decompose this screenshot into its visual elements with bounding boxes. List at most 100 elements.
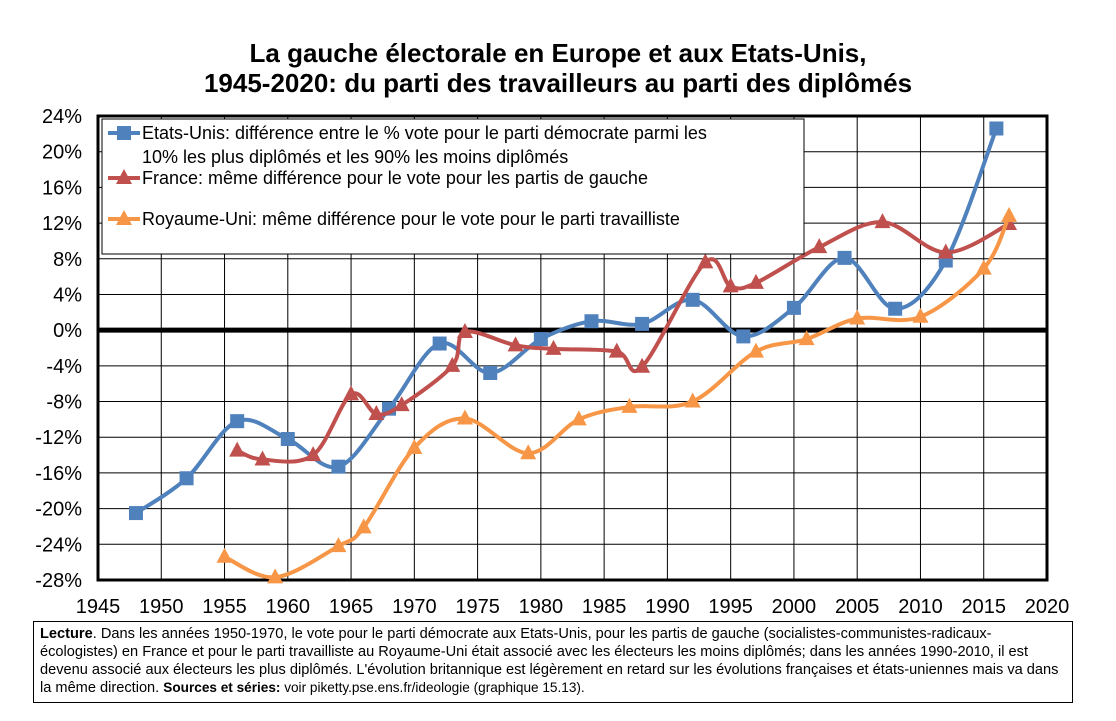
reading-note: Lecture. Dans les années 1950-1970, le v…	[33, 621, 1073, 703]
data-point	[697, 253, 714, 269]
data-point	[432, 336, 447, 351]
y-tick-label: -16%	[35, 463, 82, 485]
data-point	[330, 537, 347, 553]
sources-text: voir piketty.pse.ens.fr/ideologie (graph…	[280, 680, 585, 695]
x-tick-label: 1985	[582, 596, 627, 618]
legend-label: 10% les plus diplômés et les 90% les moi…	[142, 147, 568, 167]
x-tick-label: 1970	[392, 596, 437, 618]
data-point	[621, 397, 638, 413]
y-tick-label: 12%	[42, 213, 82, 235]
x-tick-label: 1965	[329, 596, 374, 618]
data-point	[533, 332, 548, 347]
x-tick-label: 2010	[898, 596, 943, 618]
data-point	[888, 301, 903, 316]
y-tick-label: -20%	[35, 499, 82, 521]
data-point	[355, 518, 372, 534]
data-point	[837, 250, 852, 265]
chart-title: La gauche électorale en Europe et aux Et…	[0, 38, 1116, 98]
legend-label: Etats-Unis: différence entre le % vote p…	[142, 123, 707, 143]
legend-label: Royaume-Uni: même différence pour le vot…	[142, 209, 680, 229]
legend-item-etats-unis: Etats-Unis: différence entre le % vote p…	[108, 123, 707, 167]
data-point	[545, 339, 562, 355]
data-point	[722, 277, 739, 293]
data-point	[456, 409, 473, 425]
data-point	[570, 410, 587, 426]
line-chart: 24% 20% 16% 12% 8% 4% 0% -4% -8% -12% -16% -20% -24%…	[35, 106, 1070, 618]
y-tick-label: 8%	[53, 249, 82, 271]
data-point	[798, 330, 815, 346]
data-point	[229, 441, 246, 457]
x-tick-label: 1950	[139, 596, 184, 618]
data-point	[368, 405, 385, 421]
data-point	[736, 329, 751, 344]
data-point	[280, 432, 295, 447]
data-point	[520, 444, 537, 460]
legend-item-royaume-uni: Royaume-Uni: même différence pour le vot…	[108, 209, 680, 229]
legend: Etats-Unis: différence entre le % vote p…	[101, 118, 805, 255]
chart-title-line2: 1945-2020: du parti des travailleurs au …	[203, 68, 913, 98]
y-tick-label: -28%	[35, 570, 82, 592]
data-point	[634, 357, 651, 373]
legend-marker	[116, 169, 132, 184]
data-point	[849, 309, 866, 325]
data-point	[331, 459, 346, 474]
x-tick-label: 2000	[772, 596, 817, 618]
chart-title-line1: La gauche électorale en Europe et aux Et…	[249, 38, 867, 68]
data-point	[393, 396, 410, 412]
y-tick-label: -24%	[35, 534, 82, 556]
data-point	[584, 314, 599, 329]
data-point	[179, 471, 194, 486]
legend-marker	[117, 126, 131, 140]
x-tick-label: 1955	[202, 596, 247, 618]
data-point	[254, 450, 271, 466]
data-point	[128, 506, 143, 521]
data-point	[989, 121, 1004, 136]
x-tick-label: 1980	[519, 596, 564, 618]
plot-border	[96, 114, 1049, 582]
data-point	[444, 356, 461, 372]
legend-label: France: même différence pour le vote pou…	[142, 168, 648, 188]
series-royaume-uni	[216, 206, 1018, 584]
data-point	[937, 243, 954, 259]
note-label: Lecture	[40, 626, 93, 642]
data-point	[230, 414, 245, 429]
data-point	[747, 342, 764, 358]
legend-marker	[116, 210, 132, 225]
data-point	[608, 342, 625, 358]
x-tick-label: 2015	[961, 596, 1006, 618]
y-tick-label: 20%	[42, 142, 82, 164]
data-point	[507, 336, 524, 352]
x-tick-label: 1960	[266, 596, 311, 618]
x-tick-label: 1990	[645, 596, 690, 618]
y-tick-label: 16%	[42, 177, 82, 199]
note-text: . Dans les années 1950-1970, le vote pou…	[40, 626, 1059, 696]
x-tick-label: 1975	[455, 596, 500, 618]
data-point	[406, 438, 423, 454]
x-tick-label: 1945	[76, 596, 121, 618]
y-tick-label: 24%	[42, 106, 82, 128]
data-point	[912, 307, 929, 323]
series-line	[222, 213, 1011, 580]
series-etats-unis	[128, 121, 1004, 521]
y-tick-label: -4%	[46, 356, 82, 378]
data-point	[685, 292, 700, 307]
data-point	[975, 259, 992, 275]
x-tick-label: 2020	[1025, 596, 1070, 618]
data-point	[786, 300, 801, 315]
data-point	[343, 385, 360, 401]
data-point	[747, 273, 764, 289]
y-tick-label: -8%	[46, 392, 82, 414]
sources-label: Sources et séries:	[163, 680, 281, 695]
x-tick-label: 1995	[708, 596, 753, 618]
data-point	[216, 547, 233, 563]
y-tick-label: -12%	[35, 427, 82, 449]
data-point	[874, 213, 891, 229]
data-point	[1001, 206, 1018, 222]
data-point	[635, 316, 650, 331]
legend-item-france: France: même différence pour le vote pou…	[108, 168, 648, 188]
data-point	[305, 446, 322, 462]
data-point	[456, 322, 473, 338]
data-point	[684, 392, 701, 408]
y-tick-label: 0%	[53, 320, 82, 342]
x-tick-label: 2005	[835, 596, 880, 618]
